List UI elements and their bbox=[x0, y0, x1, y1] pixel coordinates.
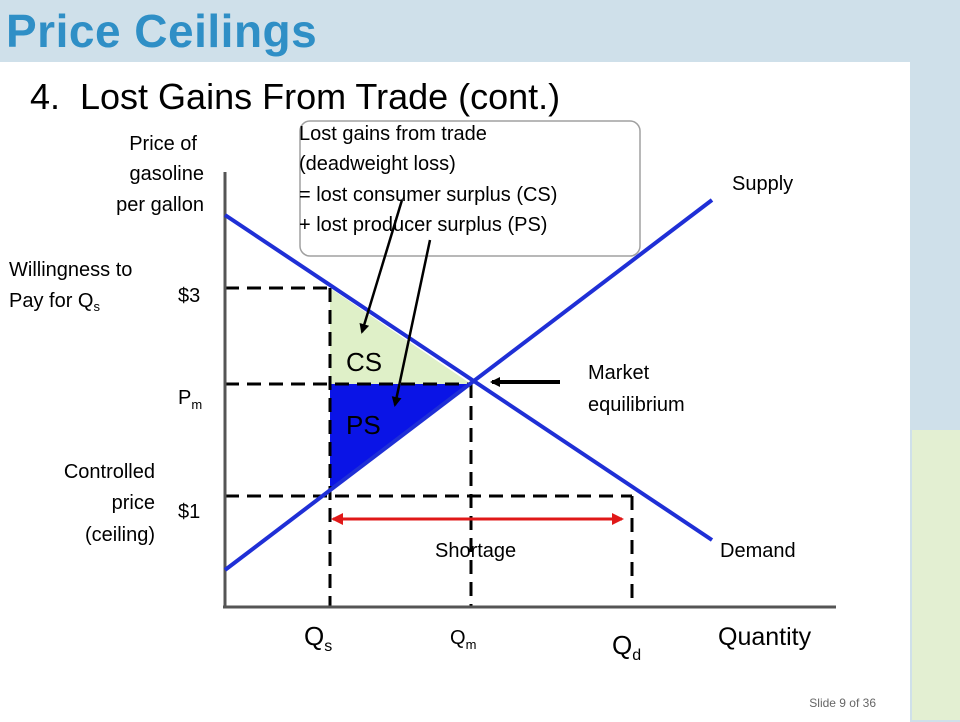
y-axis-label-line-3: per gallon bbox=[116, 194, 204, 216]
slide-title: Price Ceilings bbox=[6, 5, 318, 57]
x-axis-label: Quantity bbox=[718, 623, 812, 651]
wtp-label-sub: s bbox=[93, 299, 100, 314]
price-m-sub: m bbox=[191, 397, 202, 412]
consumer-surplus-area bbox=[330, 288, 471, 384]
qm-sub: m bbox=[466, 637, 477, 652]
supply-label: Supply bbox=[732, 173, 793, 195]
controlled-label-line-3: (ceiling) bbox=[85, 524, 155, 546]
quantity-label-qd: Qd bbox=[612, 630, 641, 664]
wtp-label-line-2: Pay for Qs bbox=[9, 290, 100, 314]
qd-sub: d bbox=[632, 647, 641, 664]
callout-line-1: Lost gains from trade bbox=[299, 123, 487, 145]
subtitle-text: Lost Gains From Trade (cont.) bbox=[80, 76, 561, 117]
callout-line-3: = lost consumer surplus (CS) bbox=[299, 184, 557, 206]
demand-curve bbox=[223, 213, 714, 542]
equilibrium-label-line-2: equilibrium bbox=[588, 394, 685, 416]
wtp-label-main: Pay for Q bbox=[9, 290, 93, 312]
wtp-label-line-1: Willingness to bbox=[9, 259, 132, 281]
qd-main: Q bbox=[612, 630, 632, 660]
y-axis-label-line-1: Price of bbox=[129, 133, 197, 155]
callout-line-4: + lost producer surplus (PS) bbox=[299, 214, 547, 236]
price-label-1: $1 bbox=[178, 501, 200, 523]
qm-main: Q bbox=[450, 627, 466, 649]
controlled-label-line-1: Controlled bbox=[64, 461, 155, 483]
qs-main: Q bbox=[304, 621, 324, 651]
price-m-main: P bbox=[178, 387, 191, 409]
y-axis-label-line-2: gasoline bbox=[129, 163, 204, 185]
ps-label: PS bbox=[346, 410, 381, 440]
qs-sub: s bbox=[324, 638, 332, 655]
quantity-label-qm: Qm bbox=[450, 627, 476, 652]
demand-label: Demand bbox=[720, 540, 796, 562]
controlled-label-line-2: price bbox=[112, 492, 155, 514]
supply-curve bbox=[223, 198, 714, 572]
callout-box bbox=[299, 120, 641, 257]
callout-arrow-cs bbox=[359, 199, 404, 334]
background-band-top bbox=[912, 60, 960, 430]
subtitle-number: 4. bbox=[30, 76, 61, 117]
price-label-m: Pm bbox=[178, 387, 202, 412]
price-label-3: $3 bbox=[178, 285, 200, 307]
slide-footer: Slide 9 of 36 bbox=[809, 696, 876, 710]
callout-arrow-ps bbox=[391, 239, 432, 407]
shortage-label: Shortage bbox=[435, 540, 516, 562]
slide-subtitle: 4. Lost Gains From Trade (cont.) bbox=[30, 76, 560, 118]
callout-line-2: (deadweight loss) bbox=[299, 153, 456, 175]
quantity-label-qs: Qs bbox=[304, 621, 332, 655]
cs-label: CS bbox=[346, 347, 382, 377]
equilibrium-label-line-1: Market bbox=[588, 362, 650, 384]
background-band-bottom bbox=[912, 430, 960, 720]
